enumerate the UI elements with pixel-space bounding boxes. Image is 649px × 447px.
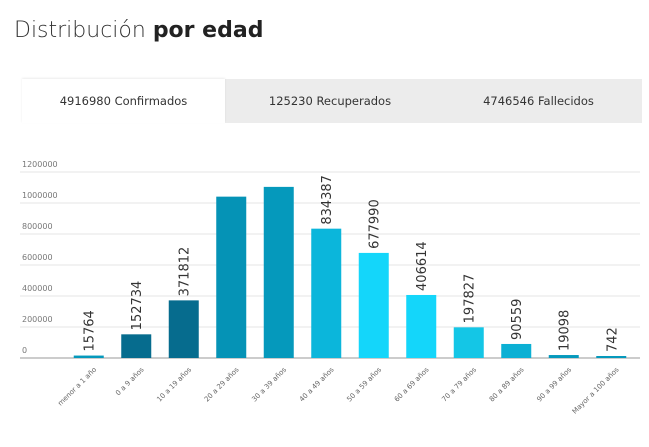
tab-label: 4746546 Fallecidos <box>483 94 594 108</box>
data-label: 406614 <box>415 241 430 291</box>
data-label: 742 <box>605 327 620 352</box>
bar <box>73 355 104 358</box>
tab-label: 4916980 Confirmados <box>59 94 188 108</box>
data-label: 371812 <box>178 247 193 297</box>
x-tick-label: 70 a 79 años <box>440 366 478 404</box>
bar <box>168 300 199 358</box>
y-tick-label: 400000 <box>22 284 53 293</box>
x-tick-label: 90 a 99 años <box>535 366 573 404</box>
x-tick-label: 20 a 29 años <box>203 366 241 404</box>
bar <box>358 252 389 358</box>
data-label: 90559 <box>510 299 525 340</box>
y-tick-label: 200000 <box>22 315 53 324</box>
age-distribution-chart: 0 200000 400000 600000 800000 1000000 1200000 1… <box>20 160 640 416</box>
x-tick-label: 0 a 9 años <box>114 366 146 398</box>
x-tick-label: 40 a 49 años <box>298 366 336 404</box>
x-tick-label: 50 a 59 años <box>345 366 383 404</box>
bar <box>548 355 579 358</box>
x-tick-label: Mayor a 100 años <box>571 366 621 416</box>
tab-fallecidos[interactable]: 4746546 Fallecidos <box>435 79 642 123</box>
title-bold: por edad <box>152 18 264 43</box>
tab-label: 125230 Recuperados <box>268 94 392 108</box>
y-tick-label: 800000 <box>22 222 53 231</box>
y-tick-label: 600000 <box>22 253 53 262</box>
data-label: 677990 <box>368 199 383 249</box>
tab-recuperados[interactable]: 125230 Recuperados <box>225 79 435 123</box>
y-tick-label: 1000000 <box>22 191 58 200</box>
data-label: 15764 <box>83 310 98 351</box>
data-label: 834387 <box>320 175 335 225</box>
x-tick-label: 30 a 39 años <box>250 366 288 404</box>
bar <box>406 294 437 358</box>
title-prefix: Distribución <box>14 18 153 43</box>
y-tick-label: 0 <box>22 346 27 355</box>
tab-confirmados[interactable]: 4916980 Confirmados <box>22 79 225 123</box>
bar <box>216 196 247 358</box>
y-tick-label: 1200000 <box>22 160 58 169</box>
bar <box>501 343 532 358</box>
x-tick-label: menor a 1 año <box>56 366 98 408</box>
bar <box>596 356 627 358</box>
bar <box>311 228 342 358</box>
data-label: 152734 <box>130 281 145 331</box>
bar <box>453 327 484 358</box>
x-tick-label: 80 a 89 años <box>488 366 526 404</box>
data-label: 197827 <box>463 274 478 324</box>
x-tick-label: 10 a 19 años <box>155 366 193 404</box>
bar <box>263 186 294 358</box>
tab-bar: 4916980 Confirmados 125230 Recuperados 4… <box>22 79 642 123</box>
x-tick-label: 60 a 69 años <box>393 366 431 404</box>
page-title: Distribución por edad <box>14 18 263 43</box>
data-label: 19098 <box>558 310 573 351</box>
bar <box>121 334 152 358</box>
